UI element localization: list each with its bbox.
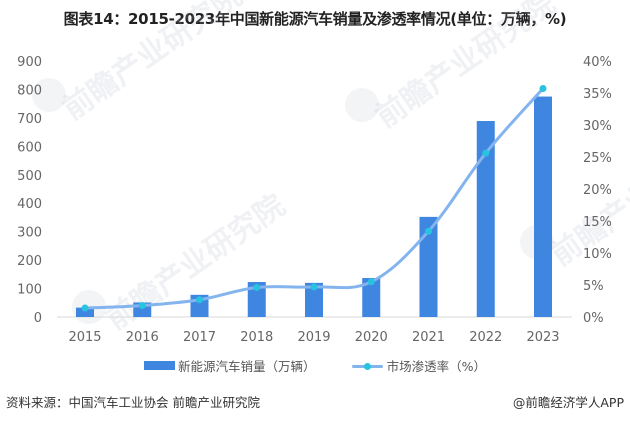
x-tick-label: 2016 (126, 330, 159, 345)
legend-item-sales: 新能源汽车销量（万辆） (144, 356, 316, 375)
bar (534, 96, 552, 317)
right-tick-label: 20% (583, 183, 612, 198)
line-marker (539, 85, 547, 93)
bar (362, 278, 381, 317)
left-tick-label: 300 (17, 226, 42, 241)
bar (476, 121, 495, 317)
right-tick-label: 0% (583, 311, 604, 326)
left-tick-label: 0 (34, 311, 42, 326)
left-tick-label: 800 (17, 83, 42, 98)
line-marker (367, 278, 375, 286)
x-tick-label: 2023 (526, 330, 559, 345)
line-marker (310, 283, 318, 291)
chart-title: 图表14：2015-2023年中国新能源汽车销量及渗透率情况(单位：万辆，%) (63, 10, 567, 28)
line-marker (81, 304, 89, 312)
left-tick-label: 900 (17, 55, 42, 70)
right-tick-label: 10% (583, 247, 612, 262)
bar (247, 282, 266, 317)
source-note: 资料来源：中国汽车工业协会 前瞻产业研究院 (6, 395, 260, 410)
x-tick-label: 2022 (469, 330, 502, 345)
line-series (83, 87, 545, 310)
credit-note: @前瞻经济学人APP (512, 395, 624, 410)
line-markers (81, 85, 547, 312)
right-axis: 0% 5% 10% 15% 20% 25% 30% 35% 40% (583, 55, 612, 326)
left-tick-label: 200 (17, 254, 42, 269)
right-tick-label: 15% (583, 215, 612, 230)
bar (305, 282, 323, 317)
line-marker (482, 149, 490, 157)
bar (76, 307, 94, 317)
left-tick-label: 400 (17, 197, 42, 212)
line-marker (253, 284, 261, 292)
x-tick-label: 2021 (412, 330, 445, 345)
x-tick-label: 2020 (355, 330, 388, 345)
line-marker (425, 227, 432, 235)
legend-label: 市场渗透率（%） (386, 359, 486, 374)
bar (419, 216, 438, 317)
bar-swatch-icon (144, 361, 176, 370)
right-tick-label: 35% (583, 87, 612, 102)
legend-label: 新能源汽车销量（万辆） (178, 359, 316, 374)
right-tick-label: 5% (583, 279, 604, 294)
legend: 新能源汽车销量（万辆） 市场渗透率（%） (0, 356, 630, 375)
x-tick-label: 2017 (183, 330, 216, 345)
footer: 资料来源：中国汽车工业协会 前瞻产业研究院 @前瞻经济学人APP (6, 392, 624, 411)
right-tick-label: 30% (583, 119, 612, 134)
bar-series (76, 96, 552, 317)
left-axis: 0 100 200 300 400 500 600 700 800 900 (17, 55, 42, 326)
line-marker (196, 296, 203, 304)
left-tick-label: 500 (17, 169, 42, 184)
x-tick-label: 2018 (240, 330, 273, 345)
x-tick-label: 2019 (297, 330, 330, 345)
line-marker (138, 301, 146, 309)
right-tick-label: 40% (583, 55, 612, 70)
left-tick-label: 600 (17, 140, 42, 155)
x-tick-label: 2015 (68, 330, 101, 345)
left-tick-label: 100 (17, 283, 42, 298)
line-swatch-icon (351, 361, 383, 371)
left-tick-label: 700 (17, 112, 42, 127)
right-tick-label: 25% (583, 151, 612, 166)
x-axis: 2015 2016 2017 2018 2019 2020 2021 2022 2023 (68, 330, 559, 345)
legend-item-penetration: 市场渗透率（%） (351, 356, 486, 375)
